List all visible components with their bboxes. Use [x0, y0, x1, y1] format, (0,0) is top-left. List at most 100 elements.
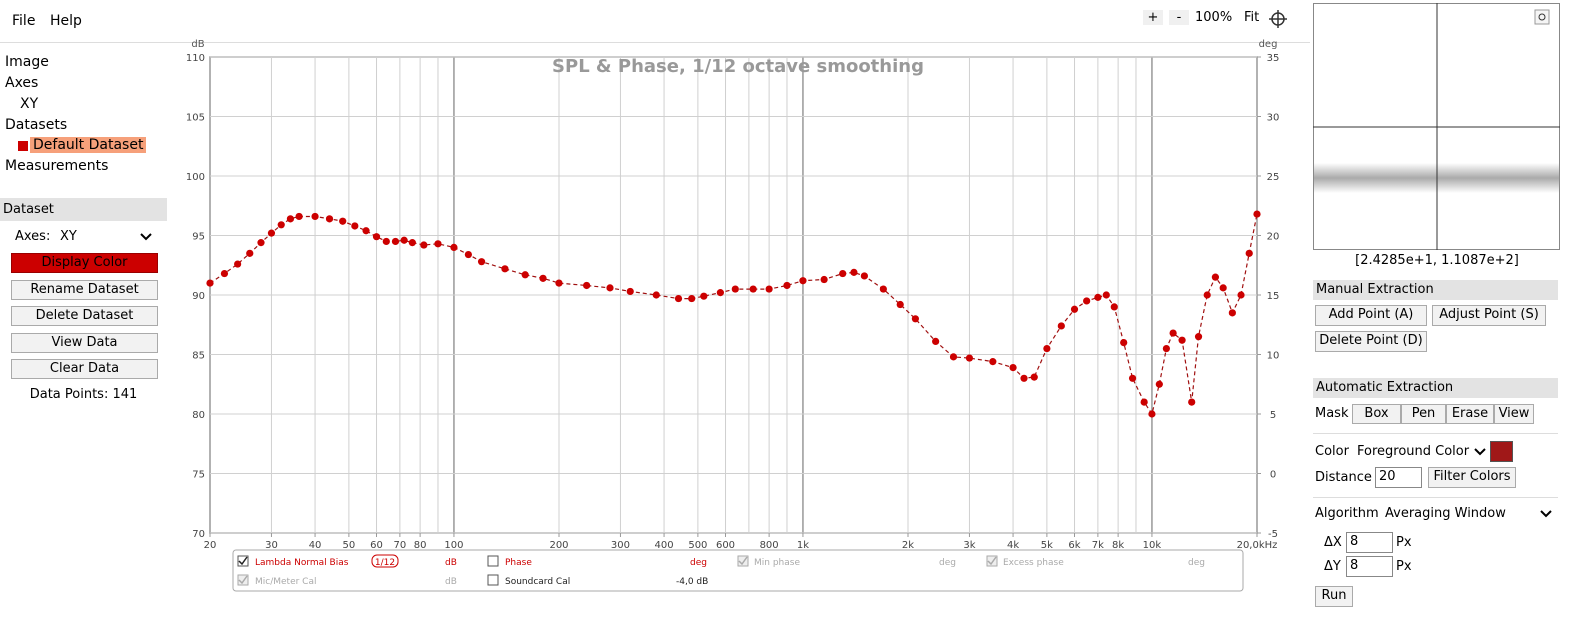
x-tick-label: 20	[204, 540, 217, 551]
dx-input[interactable]: 8	[1346, 532, 1393, 553]
tree-axes[interactable]: Axes	[5, 75, 39, 91]
tree-axis-item[interactable]: XY	[20, 96, 39, 112]
check	[738, 556, 748, 566]
select-chevron	[140, 233, 152, 241]
mask-view[interactable]: View	[1494, 404, 1534, 424]
legend-text: dB	[445, 577, 457, 587]
dx-label: ΔX	[1324, 535, 1342, 550]
chart-title: SPL & Phase, 1/12 octave smoothing	[552, 56, 924, 77]
x-tick-label: 30	[265, 540, 278, 551]
data-point	[391, 237, 400, 246]
data-point	[206, 279, 214, 287]
y2-tick-label: -5	[1268, 529, 1278, 540]
data-point	[820, 275, 828, 284]
y-tick-label: 90	[192, 291, 205, 302]
data-point	[911, 315, 919, 323]
mask-box[interactable]: Box	[1352, 404, 1401, 424]
view-data-button[interactable]: View Data	[11, 333, 158, 353]
data-point	[949, 353, 958, 361]
zoom-in[interactable]: +	[1143, 10, 1163, 25]
legend-text: Phase	[505, 558, 532, 568]
data-point	[850, 268, 858, 276]
menu-help[interactable]: Help	[50, 13, 82, 29]
data-point	[408, 239, 416, 247]
clear-data-button[interactable]: Clear Data	[11, 359, 158, 379]
legend-text: Soundcard Cal	[505, 577, 570, 587]
legend-text: deg	[690, 558, 707, 568]
y2-unit: deg	[1259, 39, 1278, 50]
algorithm-select[interactable]: Averaging Window	[1385, 506, 1506, 521]
filter-colors-button[interactable]: Filter Colors	[1428, 467, 1516, 488]
x-tick-label: 6k	[1068, 540, 1080, 551]
checkbox[interactable]	[237, 555, 249, 567]
checkbox[interactable]	[487, 555, 499, 567]
run-button[interactable]: Run	[1315, 586, 1353, 607]
dy-input[interactable]: 8	[1346, 556, 1393, 577]
adjust-point-button[interactable]: Adjust Point (S)	[1432, 305, 1546, 326]
x-tick-label: 800	[760, 540, 779, 551]
y2-tick-label: 25	[1267, 172, 1280, 183]
color-swatch[interactable]	[1490, 441, 1513, 462]
tree-measurements[interactable]: Measurements	[5, 158, 109, 174]
tree-datasets[interactable]: Datasets	[5, 117, 68, 133]
data-point	[1237, 291, 1245, 299]
zoom-out[interactable]: -	[1169, 10, 1189, 25]
checkbox[interactable]	[986, 555, 998, 567]
checkbox[interactable]	[237, 574, 249, 586]
zoom-level[interactable]: 100%	[1195, 10, 1233, 25]
data-point	[749, 285, 757, 293]
zoom-fit[interactable]: Fit	[1244, 10, 1260, 25]
data-point	[1043, 344, 1051, 353]
checkbox[interactable]	[737, 555, 749, 567]
menu-file[interactable]: File	[12, 13, 36, 29]
data-point	[626, 287, 634, 296]
tree-image[interactable]: Image	[5, 54, 49, 70]
data-point	[674, 294, 683, 303]
add-point-button[interactable]: Add Point (A)	[1315, 305, 1427, 326]
data-point	[1009, 363, 1017, 372]
data-point	[1102, 291, 1110, 299]
data-point	[1070, 305, 1079, 313]
y-tick-label: 70	[192, 529, 205, 540]
checkbox[interactable]	[487, 574, 499, 586]
magnifier-settings[interactable]	[1534, 9, 1550, 25]
delete-point-button[interactable]: Delete Point (D)	[1315, 331, 1427, 352]
smoothing-box[interactable]	[371, 554, 399, 568]
axes-select[interactable]: XY	[60, 229, 77, 244]
y2-tick-label: 20	[1267, 232, 1280, 243]
data-point	[652, 291, 660, 299]
data-point	[1128, 374, 1137, 382]
distance-label: Distance	[1315, 470, 1372, 485]
y-tick-label: 95	[192, 232, 205, 243]
delete-button[interactable]: Delete Dataset	[11, 306, 158, 326]
mask-erase[interactable]: Erase	[1446, 404, 1494, 424]
rename-button[interactable]: Rename Dataset	[11, 280, 158, 300]
x-tick-label: 200	[549, 540, 568, 551]
mask-pen[interactable]: Pen	[1401, 404, 1446, 424]
tree-dataset-item[interactable]: Default Dataset	[30, 137, 147, 153]
x-tick-label: 4k	[1007, 540, 1019, 551]
x-tick-label: 500	[688, 540, 707, 551]
x-tick-label: 3k	[963, 540, 975, 551]
data-point	[295, 212, 303, 221]
data-point	[799, 277, 807, 285]
x-tick-label: 50	[343, 540, 356, 551]
x-tick-label: 2k	[902, 540, 914, 551]
data-point	[325, 215, 334, 223]
data-point	[1228, 309, 1236, 317]
data-point	[965, 354, 974, 362]
x-tick-label: 60	[370, 540, 383, 551]
data-point	[688, 294, 696, 303]
color-select[interactable]: Foreground Color	[1357, 444, 1470, 459]
crosshair-icon[interactable]	[1269, 10, 1287, 28]
x-tick-label: 300	[611, 540, 630, 551]
data-point	[1188, 398, 1196, 406]
data-point	[1169, 329, 1177, 337]
distance-input[interactable]: 20	[1375, 467, 1422, 488]
display-color-button[interactable]: Display Color	[11, 253, 158, 273]
data-point	[1030, 373, 1038, 381]
legend-text: deg	[1188, 558, 1205, 568]
data-point	[1148, 410, 1156, 418]
algorithm-label: Algorithm	[1315, 506, 1379, 521]
